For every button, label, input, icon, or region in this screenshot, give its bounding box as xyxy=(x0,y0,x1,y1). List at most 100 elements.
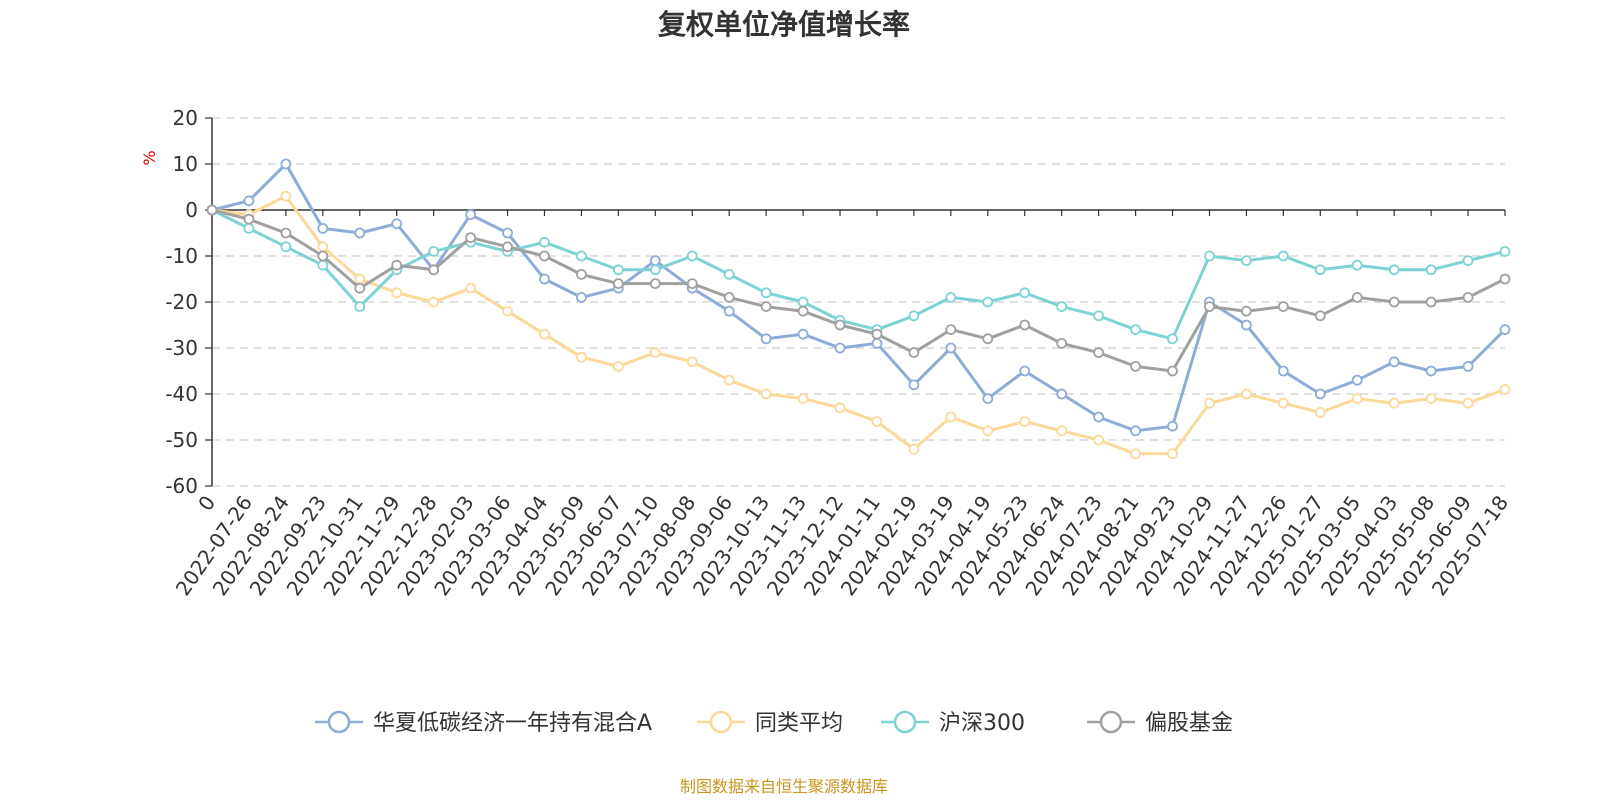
data-point xyxy=(1019,319,1031,331)
y-tick-label: -20 xyxy=(165,290,198,314)
data-point xyxy=(391,259,403,271)
data-point xyxy=(1019,287,1031,299)
legend-marker xyxy=(327,710,351,734)
data-point xyxy=(280,227,292,239)
y-tick-label: -60 xyxy=(165,474,198,498)
data-point xyxy=(834,319,846,331)
data-point xyxy=(1167,333,1178,345)
data-point xyxy=(945,324,957,336)
data-point xyxy=(1277,301,1289,313)
data-point xyxy=(945,342,957,354)
data-point xyxy=(317,250,329,262)
data-point xyxy=(1093,434,1105,446)
data-point xyxy=(1425,365,1437,377)
data-point xyxy=(1093,310,1105,322)
data-point xyxy=(760,388,772,400)
legend-marker xyxy=(1099,710,1123,734)
data-point xyxy=(1425,393,1437,405)
data-point xyxy=(1056,301,1068,313)
data-point xyxy=(243,222,255,234)
data-point xyxy=(760,301,772,313)
data-point xyxy=(1388,356,1400,368)
data-point xyxy=(1167,448,1178,460)
data-point xyxy=(686,356,698,368)
data-point xyxy=(797,296,809,308)
data-point xyxy=(465,282,477,294)
data-point xyxy=(1314,310,1326,322)
data-point xyxy=(391,218,403,230)
data-point xyxy=(1056,388,1068,400)
data-point xyxy=(797,393,809,405)
legend-label: 同类平均 xyxy=(755,711,843,736)
legend-item[interactable]: 华夏低碳经济一年持有混合A xyxy=(315,710,652,736)
data-point xyxy=(1167,420,1178,432)
series-4 xyxy=(206,204,1511,377)
legend-marker xyxy=(893,710,917,734)
data-point xyxy=(1314,388,1326,400)
data-point xyxy=(908,347,920,359)
data-point xyxy=(1204,250,1215,262)
data-point xyxy=(1056,337,1068,349)
data-point xyxy=(1351,291,1363,303)
data-point xyxy=(1499,273,1511,285)
gridlines xyxy=(212,117,1505,487)
data-point xyxy=(1462,397,1474,409)
data-point xyxy=(982,296,994,308)
legend-label: 华夏低碳经济一年持有混合A xyxy=(373,711,652,736)
data-point xyxy=(1499,383,1511,395)
data-point xyxy=(243,213,255,225)
data-point xyxy=(1241,305,1252,317)
series-line xyxy=(211,208,1506,373)
data-point xyxy=(1277,365,1289,377)
data-point xyxy=(723,374,735,386)
data-point xyxy=(945,411,957,423)
data-point xyxy=(797,328,809,340)
data-point xyxy=(317,241,329,253)
data-point xyxy=(649,264,661,276)
data-point xyxy=(1130,425,1141,437)
data-point xyxy=(1425,264,1437,276)
data-point xyxy=(871,416,883,428)
y-tick-label: -50 xyxy=(165,428,198,452)
data-point xyxy=(1167,365,1178,377)
data-point xyxy=(354,273,366,285)
data-point xyxy=(612,360,624,372)
chart-title: 复权单位净值增长率 xyxy=(658,8,910,41)
data-point xyxy=(1425,296,1437,308)
y-tick-label: -10 xyxy=(165,244,198,268)
data-point xyxy=(649,278,661,290)
data-point xyxy=(908,379,920,391)
legend[interactable]: 华夏低碳经济一年持有混合A 同类平均 沪深300 偏股基金 xyxy=(315,710,1233,736)
data-point xyxy=(760,333,772,345)
data-point xyxy=(908,443,920,455)
legend-item[interactable]: 偏股基金 xyxy=(1087,710,1233,736)
legend-item[interactable]: 沪深300 xyxy=(881,710,1025,736)
data-point xyxy=(1241,255,1252,267)
data-point xyxy=(612,264,624,276)
data-point xyxy=(871,328,883,340)
legend-item[interactable]: 同类平均 xyxy=(697,710,843,736)
data-point xyxy=(723,268,735,280)
data-point xyxy=(1204,397,1215,409)
data-point xyxy=(243,195,255,207)
data-point xyxy=(723,305,735,317)
x-tick-label: 0 xyxy=(193,491,220,515)
y-tick-label: 0 xyxy=(185,198,198,222)
data-point xyxy=(354,282,366,294)
series-line xyxy=(211,162,1507,433)
data-point xyxy=(1462,291,1474,303)
data-point xyxy=(797,305,809,317)
data-point xyxy=(1462,360,1474,372)
data-point xyxy=(1314,264,1326,276)
data-point xyxy=(1499,245,1511,257)
data-point xyxy=(1314,406,1326,418)
data-point xyxy=(1277,397,1289,409)
data-point xyxy=(723,291,735,303)
data-point xyxy=(428,264,440,276)
data-point xyxy=(465,209,477,221)
data-point xyxy=(1019,365,1031,377)
data-point xyxy=(871,337,883,349)
data-point xyxy=(1351,374,1363,386)
data-point xyxy=(1388,397,1400,409)
data-point xyxy=(502,227,513,239)
